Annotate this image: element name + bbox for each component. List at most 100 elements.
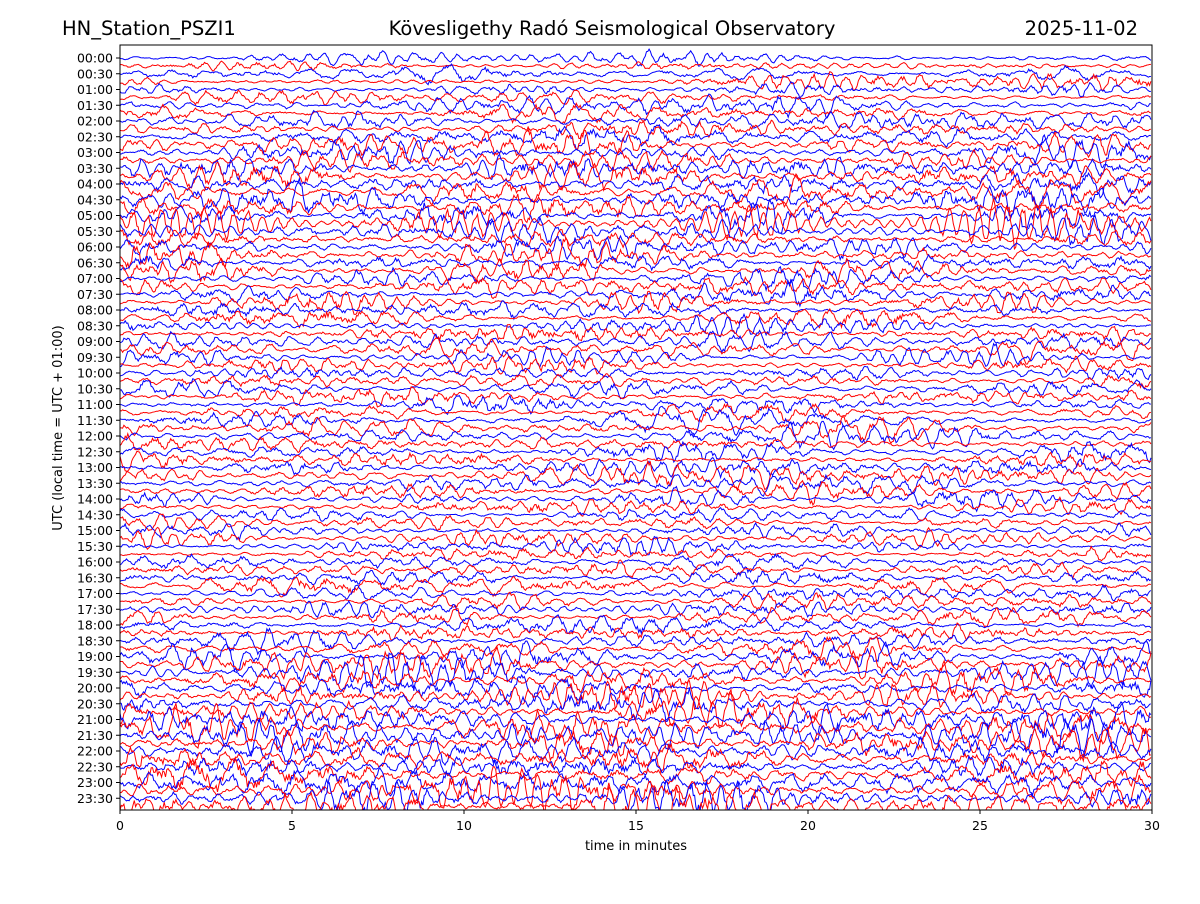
trace-line	[120, 717, 1152, 759]
y-tick-label: 13:30	[77, 476, 113, 491]
trace-line	[120, 726, 1152, 763]
trace-line	[120, 102, 1151, 125]
trace-line	[120, 214, 1152, 246]
trace-line	[120, 680, 1152, 712]
trace-line	[120, 377, 1152, 400]
trace-line	[120, 479, 1152, 506]
trace-line	[120, 300, 1152, 321]
trace-line	[120, 153, 1152, 181]
y-tick-label: 04:00	[77, 177, 113, 192]
trace-line	[120, 160, 1152, 193]
trace-line	[120, 735, 1152, 766]
y-tick-label: 03:00	[77, 145, 113, 160]
y-tick-label: 09:00	[77, 334, 113, 349]
trace-line	[120, 276, 1152, 300]
trace-line	[120, 365, 1152, 381]
trace-line	[120, 485, 1152, 513]
trace-line	[120, 687, 1152, 729]
trace-line	[120, 456, 1152, 480]
trace-line	[120, 635, 1152, 662]
y-tick-label: 20:00	[77, 681, 113, 696]
trace-line	[120, 386, 1152, 408]
y-tick-label: 18:30	[77, 633, 113, 648]
trace-line	[120, 373, 1152, 390]
y-tick-label: 08:30	[77, 318, 113, 333]
trace-line	[120, 342, 1152, 368]
trace-line	[120, 329, 1152, 354]
y-axis: 00:0000:3001:0001:3002:0002:3003:0003:30…	[77, 51, 120, 806]
trace-line	[120, 228, 1152, 249]
y-tick-label: 10:30	[77, 381, 113, 396]
trace-line	[120, 253, 1152, 273]
trace-line	[120, 265, 1152, 293]
y-tick-label: 01:30	[77, 98, 113, 113]
y-tick-label: 15:00	[77, 523, 113, 538]
trace-line	[120, 645, 1152, 681]
trace-line	[120, 355, 1152, 375]
y-tick-label: 00:00	[77, 51, 113, 66]
y-tick-label: 01:00	[77, 82, 113, 97]
y-tick-label: 12:30	[77, 444, 113, 459]
y-tick-label: 07:30	[77, 287, 113, 302]
trace-line	[120, 312, 1151, 338]
trace-line	[120, 673, 1152, 702]
trace-line	[120, 569, 1152, 586]
x-tick-label: 25	[972, 818, 988, 833]
chart-date: 2025-11-02	[1025, 17, 1138, 40]
y-tick-label: 00:30	[77, 66, 113, 81]
trace-line	[120, 513, 1152, 532]
trace-line	[120, 506, 1152, 524]
trace-line	[120, 757, 1152, 793]
trace-line	[120, 257, 1151, 285]
y-tick-label: 22:00	[77, 744, 113, 759]
trace-line	[120, 147, 1152, 174]
y-tick-label: 19:30	[77, 665, 113, 680]
x-axis-label: time in minutes	[585, 839, 687, 854]
chart-title: Kövesligethy Radó Seismological Observat…	[389, 17, 836, 40]
y-tick-label: 11:30	[77, 413, 113, 428]
x-axis: 0 5 10 15 20 25 30	[116, 810, 1160, 833]
y-tick-label: 14:00	[77, 492, 113, 507]
y-tick-label: 11:00	[77, 397, 113, 412]
trace-line	[120, 126, 1152, 159]
trace-line	[120, 591, 1152, 612]
trace-line	[120, 119, 1152, 140]
trace-line	[120, 652, 1152, 691]
y-tick-label: 02:30	[77, 129, 113, 144]
x-tick-label: 0	[116, 818, 124, 833]
x-tick-label: 15	[628, 818, 644, 833]
trace-line	[120, 278, 1151, 308]
y-tick-label: 07:00	[77, 271, 113, 286]
trace-line	[120, 234, 1152, 262]
trace-line	[120, 599, 1152, 619]
trace-line	[120, 627, 1152, 656]
trace-line	[120, 614, 1152, 636]
trace-line	[120, 236, 1152, 271]
y-tick-label: 21:00	[77, 712, 113, 727]
trace-line	[120, 416, 1152, 445]
trace-line	[120, 622, 1152, 642]
trace-line	[120, 176, 1152, 218]
trace-line	[120, 459, 1152, 492]
trace-line	[120, 583, 1152, 602]
trace-line	[120, 432, 1152, 454]
trace-line	[120, 405, 1152, 439]
trace-line	[120, 198, 1152, 251]
y-tick-label: 19:00	[77, 649, 113, 664]
y-tick-label: 13:00	[77, 460, 113, 475]
trace-group	[120, 48, 1152, 810]
y-axis-label: UTC (local time = UTC + 01:00)	[51, 325, 66, 530]
y-tick-label: 15:30	[77, 539, 113, 554]
trace-line	[120, 701, 1152, 750]
trace-line	[120, 93, 1151, 119]
trace-line	[120, 659, 1152, 697]
trace-line	[120, 133, 1152, 170]
trace-line	[120, 783, 1152, 810]
trace-line	[120, 545, 1152, 562]
trace-line	[120, 754, 1152, 778]
trace-line	[120, 440, 1152, 464]
trace-line	[120, 496, 1152, 517]
y-tick-label: 02:00	[77, 114, 113, 129]
